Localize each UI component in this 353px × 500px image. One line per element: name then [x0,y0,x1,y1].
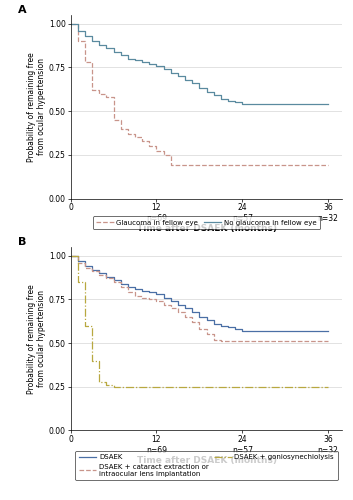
Text: B: B [18,237,26,247]
Text: A: A [18,5,26,15]
Y-axis label: Probability of remaining free
from ocular hypertension: Probability of remaining free from ocula… [26,284,46,394]
Legend: Glaucoma in fellow eye, No glaucoma in fellow eye: Glaucoma in fellow eye, No glaucoma in f… [93,216,320,229]
Y-axis label: Probability of remaining free
from ocular hypertension: Probability of remaining free from ocula… [26,52,46,162]
X-axis label: Time after DSAEK (months): Time after DSAEK (months) [137,224,276,233]
Legend: DSAEK, DSAEK + cataract extraction or
intraocular lens implantation, DSAEK + gon: DSAEK, DSAEK + cataract extraction or in… [76,451,337,480]
X-axis label: Time after DSAEK (months): Time after DSAEK (months) [137,456,276,465]
